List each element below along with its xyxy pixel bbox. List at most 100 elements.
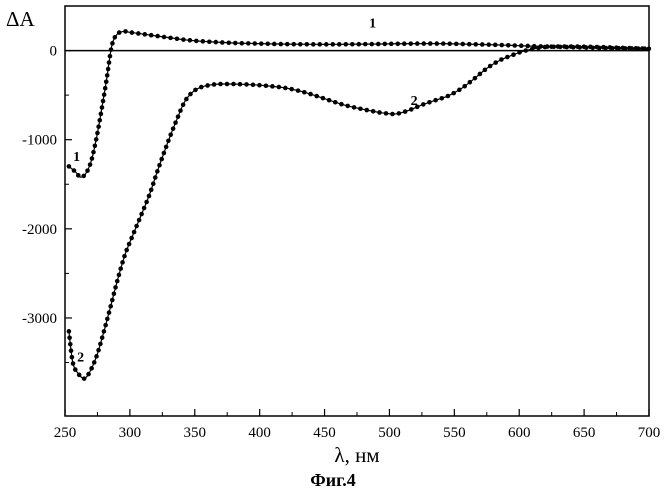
series-2-point [364,108,369,113]
series-2-point [478,72,483,77]
series-2-point [270,84,275,89]
series-2-point [608,45,613,50]
series-1-point [81,174,86,179]
series-2-point [377,110,382,115]
series-2-point [627,46,632,51]
series-2-point [403,109,408,114]
series-2-point [82,376,87,381]
series-2-point [371,109,376,114]
series-2-point [199,85,204,90]
series-1-point [103,86,108,91]
series-2-point [238,82,243,87]
series-2-point [147,194,152,199]
series-1-point [265,41,270,46]
series-2-point [575,44,580,49]
series-2-point [244,82,249,87]
series-2-point [151,181,156,186]
y-tick-label: -1000 [22,133,57,149]
series-2-point [94,354,99,359]
series-2-point [134,224,139,229]
series-1-point [473,42,478,47]
series-1-point [252,41,257,46]
series-2-point [562,44,567,49]
series-1-point [142,32,147,37]
series-1-point [93,143,98,148]
series-1-point [239,41,244,46]
series-1-point [90,156,95,161]
y-tick-label: -3000 [22,311,57,327]
series-1-point [278,42,283,47]
series-2-point [511,52,516,57]
series-2-point [314,94,319,99]
series-2-point [499,57,504,62]
series-1-point [285,42,290,47]
series-1-point [519,43,524,48]
series-2-point [137,218,142,223]
series-1-point [67,164,72,169]
series-1-point [525,44,530,49]
x-axis-title: λ, нм [334,443,379,467]
series-1-point [201,39,206,44]
series-2-point [488,64,493,69]
series-1-point [85,168,90,173]
series-1-point [113,35,118,40]
series-1-point [389,42,394,47]
series-2-point [67,335,72,340]
figure-caption: Фиг.4 [0,470,666,491]
series-2-point [634,46,639,51]
series-1-point [317,42,322,47]
series-2-point [184,97,189,102]
y-tick-label: -2000 [22,222,57,238]
series-2-point [171,126,176,131]
series-2-point [188,92,193,97]
y-tick-label: 0 [50,44,58,60]
series-1-point [291,42,296,47]
series-2-point [339,102,344,107]
series-2-point [139,212,144,217]
series-2-point [601,45,606,50]
series-2-point [231,82,236,87]
series-1-point [110,41,115,46]
series-1-label: 1 [73,150,80,165]
series-1-point [343,42,348,47]
series-2-point [205,83,210,88]
series-2-point [115,279,120,284]
series-2-point [225,82,230,87]
series-2-line [69,47,649,379]
series-1-point [467,42,472,47]
series-1-point [149,33,154,38]
series-2-point [77,373,82,378]
series-2-point [153,175,158,180]
series-2-point [124,248,129,253]
series-2-point [218,82,223,87]
series-1-point [106,67,111,72]
series-2-point [397,111,402,116]
series-1-point [96,124,101,129]
series-2-point [530,47,535,52]
x-tick-label: 600 [508,425,531,441]
series-2-point [614,45,619,50]
series-2-point [89,366,94,371]
x-tick-label: 650 [573,425,596,441]
series-1-point [100,105,105,110]
series-2-point [181,102,186,107]
series-1-point [493,43,498,48]
series-1-point [104,80,109,85]
series-2-point [110,298,115,303]
plot-frame [65,6,649,416]
series-1-point [311,42,316,47]
series-1-point [123,29,128,34]
series-1-point [109,47,114,52]
series-2-point [352,105,357,110]
series-1-point [460,42,465,47]
series-2-point [308,92,313,97]
x-tick-label: 700 [638,425,661,441]
series-2-point [176,114,181,119]
series-2-point [173,120,178,125]
series-2-point [166,139,171,144]
series-2-point [358,106,363,111]
series-2-point [86,372,91,377]
series-2-point [193,88,198,93]
series-1-point [415,41,420,46]
series-1-point [324,42,329,47]
